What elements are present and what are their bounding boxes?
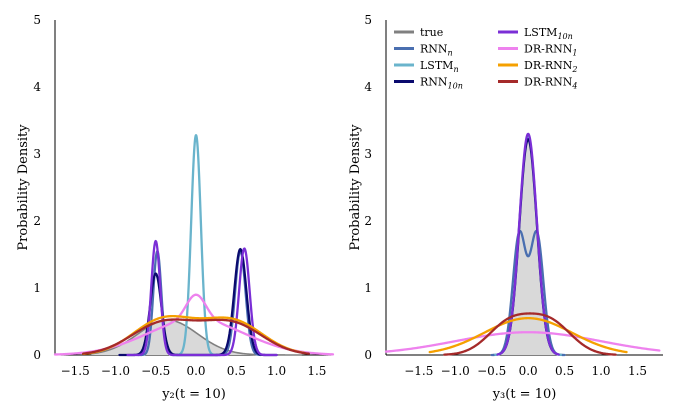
y-tick-label: 3 [33,147,41,161]
x-tick-label: 0.0 [186,364,205,378]
legend-item: true [394,26,443,39]
y-tick-label: 5 [33,13,41,27]
series-line-dr-rnn4 [443,312,617,356]
y-tick-label: 4 [33,80,41,94]
x-tick-label: 1.5 [628,364,647,378]
legend-label: LSTMn [420,59,459,74]
x-tick-label: −0.5 [141,364,170,378]
legend-item: RNNn [394,43,453,58]
x-tick-label: 0.5 [227,364,246,378]
x-tick-label: −1.5 [404,364,433,378]
x-axis-label: y₂(t = 10) [161,387,226,402]
legend-item: DR-RNN2 [498,59,577,74]
series-true-fill [495,135,561,355]
series-line-dr-rnn2 [428,317,628,354]
y-tick-label: 3 [364,147,372,161]
y-axis-label: Probability Density [348,124,363,251]
legend-label: true [420,26,443,39]
legend-item: RNN10n [394,76,463,91]
series-line-lstm10n [126,239,278,357]
series-line-lstm10n [496,132,560,356]
x-tick-label: −1.5 [61,364,90,378]
y-tick-label: 4 [364,80,372,94]
series-line-dr-rnn4 [82,318,310,355]
right-chart-panel: 0 1 2 3 4 5 −1.5 −1.0 −0.5 0.0 0.5 1.0 1.5 y₃(t = 10)… [348,13,663,402]
legend-item: DR-RNN1 [498,43,577,58]
legend-label: LSTM10n [524,26,573,41]
x-tick-label: 1.0 [267,364,286,378]
x-tick-label: −1.0 [101,364,130,378]
series-line-rnnn [490,229,566,357]
y-tick-label: 0 [33,348,41,362]
left-chart-panel: 0 1 2 3 4 5 −1.5 −1.0 −0.5 0.0 0.5 1.0 1.5 y₂(t = 10)… [16,13,335,402]
y-tick-label: 2 [364,214,372,228]
x-tick-label: −0.5 [477,364,506,378]
y-tick-label: 1 [33,281,41,295]
legend-label: RNN10n [420,76,463,91]
series-line-dr-rnn1 [384,331,661,353]
legend-label: DR-RNN4 [524,76,577,91]
y-tick-label: 0 [364,348,372,362]
legend-label: DR-RNN2 [524,59,577,74]
y-tick-label: 2 [33,214,41,228]
x-tick-label: 1.5 [307,364,326,378]
legend-label: RNNn [420,43,453,58]
x-tick-label: −1.0 [441,364,470,378]
y-axis-label: Probability Density [16,124,31,251]
y-tick-label: 5 [364,13,372,27]
legend-label: DR-RNN1 [524,43,577,58]
x-tick-label: 1.0 [591,364,610,378]
y-tick-label: 1 [364,281,372,295]
legend-item: DR-RNN4 [498,76,577,91]
legend-item: LSTMn [394,59,459,74]
legend-item: LSTM10n [498,26,573,41]
x-tick-label: 0.0 [519,364,538,378]
x-axis-label: y₃(t = 10) [492,387,557,402]
x-tick-label: 0.5 [555,364,574,378]
